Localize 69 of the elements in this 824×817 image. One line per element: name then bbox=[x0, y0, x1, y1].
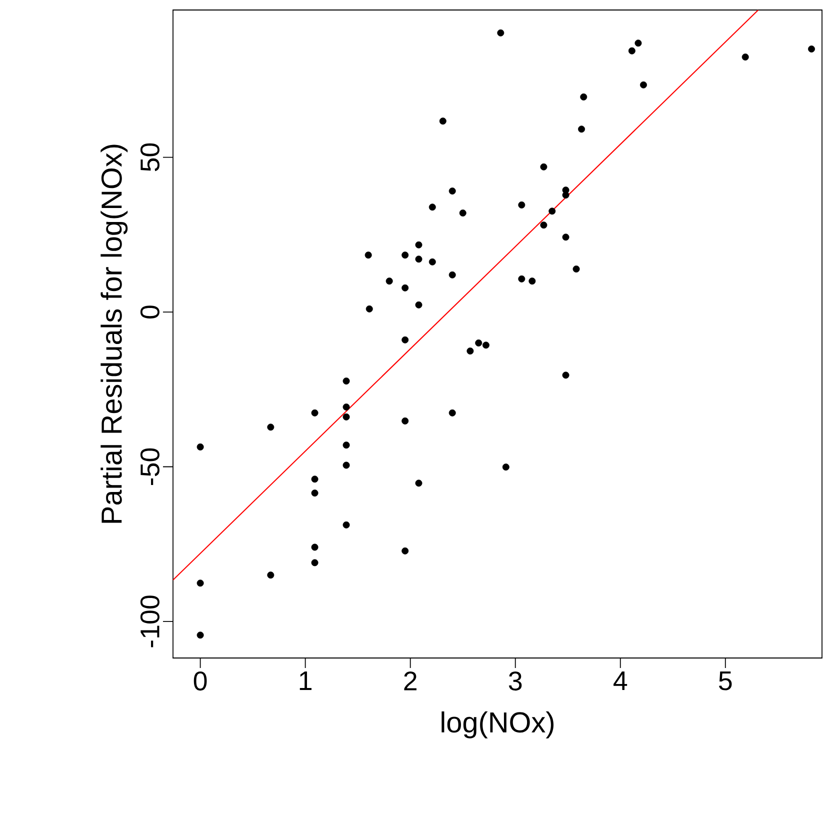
point bbox=[342, 462, 350, 469]
point bbox=[548, 208, 556, 215]
point bbox=[342, 521, 350, 528]
point bbox=[742, 54, 749, 61]
point bbox=[366, 305, 373, 312]
point bbox=[402, 417, 409, 424]
point bbox=[466, 348, 474, 355]
point bbox=[572, 266, 580, 272]
point bbox=[580, 93, 588, 100]
point bbox=[634, 40, 642, 47]
point bbox=[482, 342, 490, 349]
point bbox=[448, 188, 456, 195]
point bbox=[267, 572, 274, 579]
point bbox=[402, 336, 409, 344]
point bbox=[448, 409, 456, 416]
point bbox=[562, 192, 570, 199]
point bbox=[497, 29, 504, 36]
y-axis-title: Partial Residuals for log(NOx) bbox=[100, 144, 128, 523]
x-tick-label: 1 bbox=[300, 672, 312, 690]
point bbox=[439, 118, 446, 125]
point bbox=[459, 210, 466, 216]
point bbox=[415, 301, 422, 308]
point bbox=[415, 256, 422, 263]
point bbox=[342, 442, 350, 449]
point bbox=[311, 409, 318, 416]
point bbox=[342, 378, 350, 385]
point bbox=[267, 424, 274, 431]
point bbox=[528, 278, 536, 285]
point bbox=[364, 252, 372, 259]
point bbox=[311, 476, 318, 483]
point bbox=[475, 339, 482, 346]
point bbox=[415, 480, 422, 487]
point bbox=[540, 163, 548, 170]
point bbox=[311, 559, 318, 566]
x-tick-label: 3 bbox=[508, 672, 522, 691]
point bbox=[386, 278, 393, 285]
point bbox=[402, 547, 409, 554]
point bbox=[540, 222, 548, 229]
x-tick-label: 0 bbox=[194, 672, 207, 691]
point bbox=[415, 241, 422, 248]
y-tick-label: 50 bbox=[140, 143, 160, 172]
point bbox=[518, 201, 526, 208]
point bbox=[640, 81, 647, 88]
point bbox=[428, 258, 436, 266]
point bbox=[518, 275, 526, 282]
point bbox=[196, 580, 204, 587]
point bbox=[311, 490, 318, 497]
point bbox=[196, 632, 204, 639]
point bbox=[342, 413, 350, 420]
point bbox=[562, 372, 570, 379]
y-tick-label: -100 bbox=[140, 596, 160, 648]
point bbox=[402, 284, 409, 292]
point bbox=[808, 45, 815, 52]
point bbox=[502, 464, 510, 471]
y-tick-label: 0 bbox=[140, 306, 160, 318]
point bbox=[428, 204, 436, 211]
point bbox=[402, 252, 409, 259]
x-tick-label: 4 bbox=[614, 672, 628, 690]
point bbox=[628, 47, 636, 54]
point bbox=[578, 126, 586, 133]
y-tick-label: -50 bbox=[140, 448, 160, 485]
point bbox=[448, 271, 456, 278]
point bbox=[342, 404, 350, 411]
x-axis-title: log(NOx) bbox=[442, 711, 554, 738]
point bbox=[196, 443, 204, 450]
x-tick-label: 5 bbox=[718, 672, 732, 690]
x-tick-label: 2 bbox=[404, 672, 416, 690]
point bbox=[311, 544, 318, 551]
point bbox=[562, 234, 570, 241]
